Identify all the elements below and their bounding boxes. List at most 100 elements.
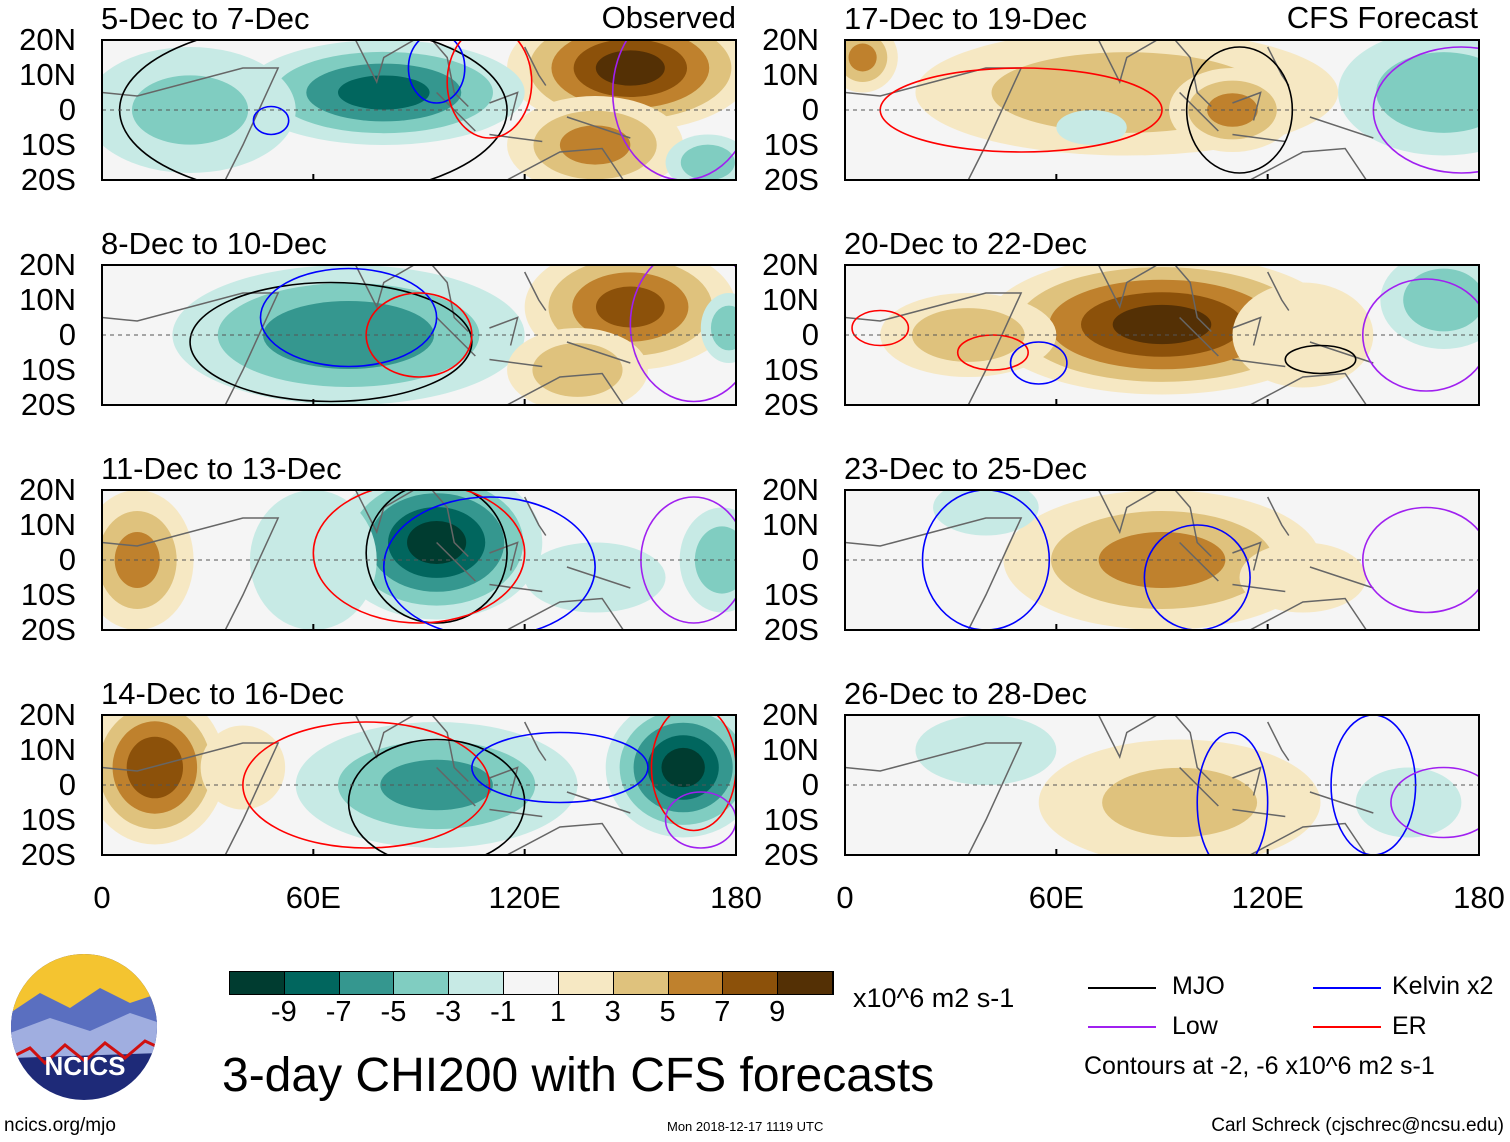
y-tick-label: 20S	[20, 837, 76, 872]
ncics-logo: NCICS	[11, 954, 157, 1100]
contour-low	[629, 265, 736, 403]
footer-author: Carl Schreck (cjschrec@ncsu.edu)	[1211, 1115, 1504, 1136]
contour-kelvin	[259, 267, 438, 368]
colorbar-swatch	[449, 972, 505, 994]
y-tick-label: 20S	[763, 837, 819, 872]
y-tick-label: 20N	[19, 472, 76, 507]
y-tick-label: 0	[58, 542, 76, 577]
colorbar-swatch	[284, 972, 340, 994]
panel-title: 17-Dec to 19-Dec	[844, 1, 1087, 36]
coastline	[102, 715, 631, 855]
panel-title: 26-Dec to 28-Dec	[844, 676, 1087, 711]
colorbar-label: -3	[435, 996, 462, 1028]
y-tick-label: 10N	[19, 732, 76, 767]
anomaly-shade	[126, 736, 184, 799]
anomaly-shade	[933, 490, 1039, 536]
y-tick-label: 20N	[19, 22, 76, 57]
anomaly-shade	[595, 50, 665, 86]
legend-label-mjo: MJO	[1172, 972, 1225, 1000]
x-tick-label: 0	[836, 880, 854, 915]
y-tick-label: 0	[58, 317, 76, 352]
y-tick-label: 20N	[762, 22, 819, 57]
contour-low	[1361, 278, 1479, 392]
contour-kelvin	[471, 731, 649, 804]
colorbar-label: -1	[490, 996, 516, 1028]
map-panel	[844, 39, 1480, 181]
colorbar-units: x10^6 m2 s-1	[853, 983, 1015, 1013]
legend-line-mjo	[1088, 987, 1156, 989]
forecast-label: CFS Forecast	[1286, 0, 1478, 35]
y-tick-label: 20N	[762, 247, 819, 282]
coastline	[102, 265, 631, 405]
map-panel	[844, 489, 1480, 631]
colorbar-swatch	[230, 972, 285, 994]
x-tick-label: 120E	[1231, 880, 1304, 915]
y-tick-label: 10S	[763, 352, 819, 387]
panel-frame	[101, 264, 737, 406]
y-tick-label: 20N	[19, 697, 76, 732]
legend-note: Contours at -2, -6 x10^6 m2 s-1	[1084, 1052, 1435, 1080]
legend-line-er	[1313, 1026, 1381, 1028]
contour-kelvin	[1196, 731, 1269, 855]
colorbar-swatch	[504, 972, 559, 994]
map-panel	[844, 264, 1480, 406]
anomaly-shade	[1112, 304, 1212, 345]
panel-frame	[844, 714, 1480, 856]
anomaly-shade	[1056, 110, 1127, 145]
coastline	[845, 715, 1374, 855]
y-tick-label: 20S	[20, 612, 76, 647]
map-panel	[101, 714, 737, 856]
y-tick-label: 0	[801, 767, 819, 802]
anomaly-shade	[524, 542, 666, 613]
y-tick-label: 10N	[19, 282, 76, 317]
anomaly-shade	[200, 725, 286, 810]
colorbar-label: 5	[659, 996, 676, 1028]
panel-frame	[844, 264, 1480, 406]
colorbar-label: -9	[270, 996, 297, 1028]
contour-low	[611, 40, 736, 180]
map-panel	[101, 489, 737, 631]
y-tick-label: 20S	[763, 162, 819, 197]
coastline	[102, 490, 631, 630]
anomaly-shade	[263, 301, 435, 369]
contour-er	[650, 715, 736, 832]
y-tick-label: 20S	[20, 162, 76, 197]
map-panel	[101, 264, 737, 406]
anomaly-shade	[380, 759, 493, 811]
colorbar	[229, 971, 834, 995]
panel-title: 23-Dec to 25-Dec	[844, 451, 1087, 486]
figure-title: 3-day CHI200 with CFS forecasts	[222, 1049, 935, 1102]
y-tick-label: 10N	[762, 282, 819, 317]
anomaly-shade	[595, 286, 665, 328]
map-panel	[844, 714, 1480, 856]
legend-label-kelvin: Kelvin x2	[1392, 972, 1494, 1000]
y-tick-label: 10S	[763, 577, 819, 612]
y-tick-label: 0	[801, 92, 819, 127]
contour-er	[851, 309, 910, 347]
panel-frame	[844, 489, 1480, 631]
y-tick-label: 10N	[762, 507, 819, 542]
colorbar-swatch	[613, 972, 669, 994]
anomaly-shade	[848, 43, 877, 72]
contour-kelvin	[1143, 524, 1251, 630]
colorbar-label: -7	[325, 996, 352, 1028]
panel-frame	[101, 39, 737, 181]
anomaly-shade	[1355, 767, 1462, 838]
contour-kelvin	[252, 105, 290, 136]
y-tick-label: 20N	[19, 247, 76, 282]
panel-title: 20-Dec to 22-Dec	[844, 226, 1087, 261]
x-tick-label: 60E	[285, 880, 341, 915]
footer-url[interactable]: ncics.org/mjo	[4, 1115, 116, 1136]
legend-label-low: Low	[1172, 1012, 1218, 1040]
contour-kelvin	[921, 490, 1051, 630]
x-tick-label: 0	[93, 880, 111, 915]
y-tick-label: 10S	[20, 352, 76, 387]
coastline	[845, 265, 1374, 405]
panel-frame	[101, 489, 737, 631]
x-tick-label: 120E	[488, 880, 561, 915]
contour-low	[1361, 506, 1479, 614]
anomaly-shade	[559, 125, 631, 165]
logo-text: NCICS	[45, 1051, 126, 1081]
contour-mjo	[347, 738, 526, 855]
y-tick-label: 10N	[19, 507, 76, 542]
